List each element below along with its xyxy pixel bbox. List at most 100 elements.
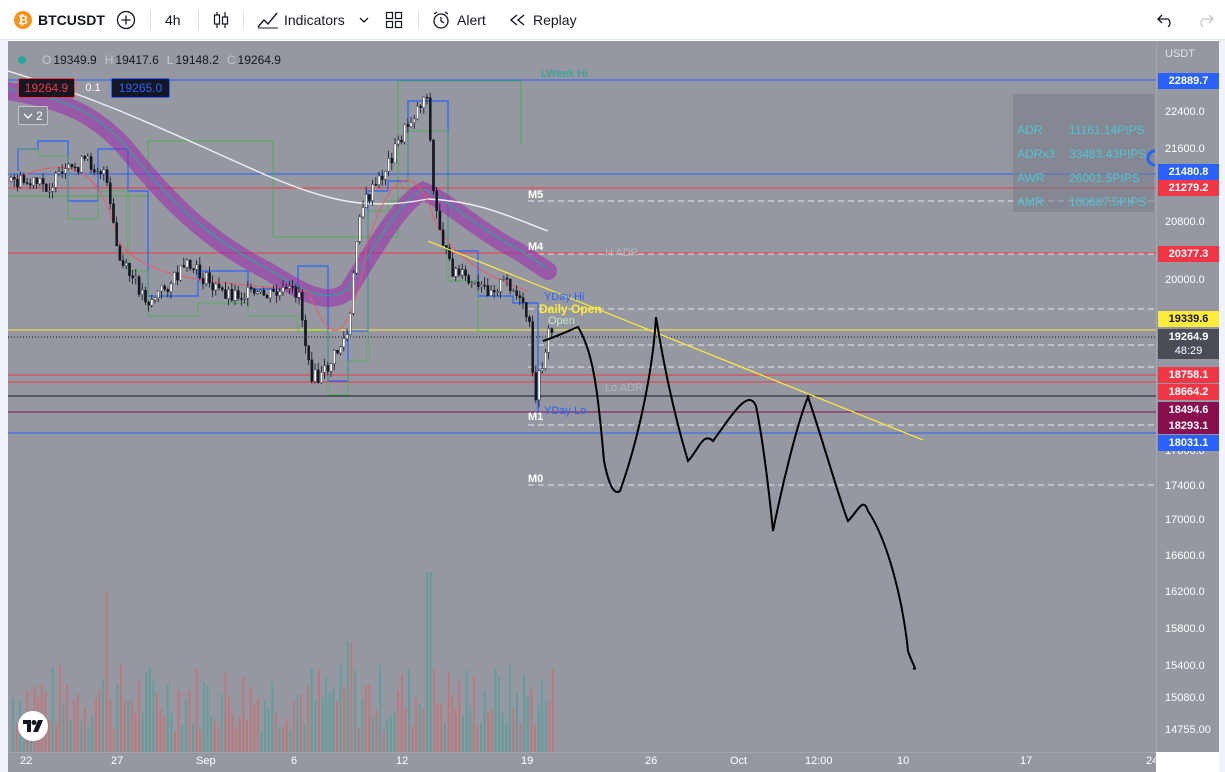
tradingview-logo[interactable] — [18, 711, 48, 741]
candle-body — [64, 168, 67, 174]
chevron-down-icon — [23, 113, 33, 119]
collapsed-count: 2 — [36, 108, 43, 123]
candle-body — [192, 268, 195, 270]
volume-bar — [411, 726, 414, 752]
candle-body — [252, 288, 256, 294]
candle-body — [22, 175, 26, 183]
chart-style-button[interactable] — [212, 0, 230, 40]
candles-style-icon — [213, 12, 229, 28]
candle-body — [425, 96, 429, 99]
high-value: 19417.6 — [115, 53, 159, 67]
candle-body — [387, 158, 391, 172]
candle-body — [435, 190, 439, 212]
price-tag-red: 18664.2 — [1158, 384, 1219, 400]
volume-bar — [465, 669, 468, 752]
volume-bar — [120, 665, 122, 752]
toolbar-divider — [150, 10, 151, 30]
volume-bar — [12, 697, 14, 752]
volume-bar — [213, 720, 216, 752]
settings-gear-icon[interactable]: ⚙ — [1180, 755, 1192, 770]
redo-button[interactable] — [1196, 0, 1214, 40]
candle-body — [144, 289, 147, 303]
price-chart-canvas[interactable] — [8, 41, 1156, 752]
candle-body — [131, 275, 134, 279]
volume-bar — [501, 712, 504, 752]
volume-bar — [314, 699, 317, 752]
candle-body — [220, 287, 224, 290]
candle-body — [547, 328, 550, 353]
user-drawings[interactable] — [427, 240, 924, 670]
candle-body — [345, 334, 349, 339]
candle-body — [438, 210, 442, 231]
volume-bar — [300, 695, 302, 752]
volume-bar — [444, 723, 446, 752]
candle-body — [339, 346, 343, 354]
indicators-dropdown[interactable] — [358, 0, 370, 40]
price-axis[interactable]: USDT 22400.0 21600.0 20800.0 20000.0 176… — [1156, 41, 1219, 752]
add-symbol-button[interactable] — [116, 0, 136, 40]
candle-body — [38, 178, 42, 184]
candle-body — [124, 262, 128, 266]
alert-button[interactable]: Alert — [431, 0, 486, 40]
candle-countdown: 48:29 — [1158, 343, 1219, 359]
left-gutter — [0, 40, 8, 772]
daily-step-green — [18, 130, 513, 396]
volume-bar — [188, 690, 191, 752]
close-value: 19264.9 — [237, 53, 281, 67]
time-tick: 10 — [897, 755, 910, 767]
candle-body — [169, 283, 173, 292]
candle-body — [422, 96, 426, 108]
undo-button[interactable] — [1157, 0, 1175, 40]
volume-bar — [426, 572, 428, 752]
m1-label: M1 — [528, 411, 544, 423]
candle-body — [534, 372, 538, 401]
price-tick: 22400.0 — [1165, 106, 1205, 118]
candle-body — [163, 285, 167, 290]
volume-bar — [321, 697, 324, 752]
candle-body — [19, 175, 23, 188]
price-tag-week-hi: 22889.7 — [1158, 73, 1219, 89]
indicators-collapse-button[interactable]: 2 — [18, 106, 48, 125]
candle-body — [454, 268, 458, 277]
volume-bar — [372, 717, 374, 752]
candle-body — [204, 272, 208, 284]
symbol-search-button[interactable]: ₿ BTCUSDT — [14, 0, 105, 40]
candle-body — [99, 171, 102, 175]
volume-bar — [94, 699, 97, 752]
alert-handle-icon[interactable] — [1142, 147, 1158, 169]
layout-button[interactable] — [385, 0, 403, 40]
stat-row-adr: ADR 11161.14PIPS — [1017, 123, 1145, 137]
interval-button[interactable]: 4h — [165, 0, 181, 40]
volume-bar — [339, 663, 342, 752]
volume-bar — [472, 675, 475, 752]
chart-pane[interactable]: LWeek Hi M5 M4 H ADR YDay Hi Daily Open … — [8, 41, 1156, 752]
price-tag-red: 18758.1 — [1158, 367, 1219, 383]
time-axis[interactable]: 22 27 Sep 6 12 19 26 Oct 12:00 10 17 24 — [8, 752, 1158, 772]
candle-body — [461, 269, 464, 276]
time-tick: Oct — [730, 755, 748, 767]
candle-body — [537, 370, 541, 401]
candle-body — [32, 177, 35, 186]
indicators-button[interactable]: Indicators — [257, 0, 345, 40]
candle-body — [211, 282, 215, 291]
buy-button[interactable]: 19265.0 — [111, 78, 170, 98]
candle-body — [336, 350, 339, 354]
volume-bar — [544, 700, 547, 752]
volume-bar — [278, 726, 281, 752]
candle-body — [182, 265, 186, 268]
volume-bar — [271, 681, 274, 752]
candle-body — [480, 284, 483, 287]
sell-button[interactable]: 19264.9 — [18, 78, 75, 98]
candle-body — [464, 269, 467, 276]
candle-body — [105, 169, 109, 183]
indicators-label: Indicators — [284, 12, 345, 28]
candle-body — [112, 203, 115, 223]
volume-bar — [141, 713, 144, 752]
candle-body — [429, 97, 432, 141]
volume-bar — [206, 685, 209, 752]
forecast-freehand-line — [542, 316, 917, 670]
replay-button[interactable]: Replay — [509, 0, 577, 40]
candle-body — [150, 299, 154, 306]
volume-bar — [440, 704, 443, 752]
candle-body — [102, 169, 106, 175]
